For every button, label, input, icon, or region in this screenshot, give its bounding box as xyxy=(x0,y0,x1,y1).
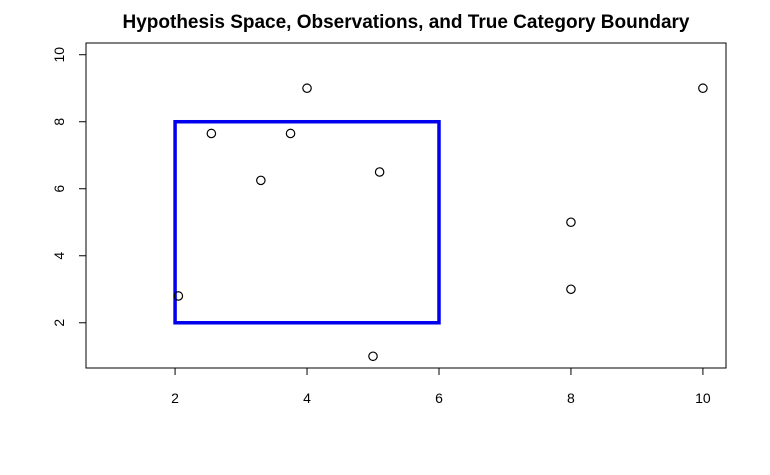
observation-point xyxy=(368,351,378,362)
x-tick-label: 10 xyxy=(695,390,711,406)
observation-point xyxy=(374,167,385,177)
y-tick-label: 2 xyxy=(51,319,67,327)
observation-point xyxy=(173,291,184,301)
true-category-boundary xyxy=(173,119,441,325)
x-tick-label: 4 xyxy=(303,390,311,406)
plot-frame xyxy=(85,42,727,369)
observation-point xyxy=(256,175,266,186)
x-tick-label: 8 xyxy=(567,390,575,406)
observation-point xyxy=(566,217,576,228)
observation-point xyxy=(302,83,312,94)
observation-point xyxy=(566,284,576,295)
chart-title: Hypothesis Space, Observations, and True… xyxy=(123,12,690,33)
y-tick-label: 6 xyxy=(51,185,67,193)
observation-point xyxy=(285,128,296,139)
y-tick-label: 10 xyxy=(51,47,67,63)
x-tick-label: 2 xyxy=(171,390,179,406)
observation-point xyxy=(206,128,217,139)
x-tick-label: 6 xyxy=(435,390,443,406)
y-tick-label: 4 xyxy=(51,252,67,260)
y-tick-label: 8 xyxy=(51,118,67,126)
observation-point xyxy=(698,83,708,94)
axes: 2 4 6 8 10 2 4 6 8 10 xyxy=(51,47,711,406)
observation-points xyxy=(173,83,708,362)
